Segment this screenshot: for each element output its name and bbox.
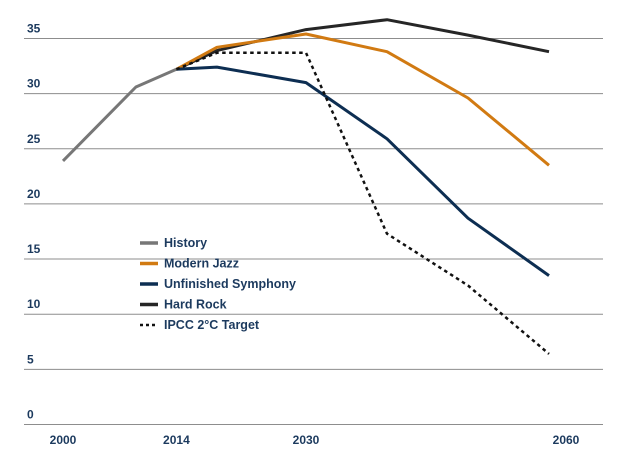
series-line-ipcc-2-c-target — [175, 51, 550, 355]
legend-label: Unfinished Symphony — [164, 277, 296, 291]
x-tick-label: 2060 — [553, 433, 580, 447]
x-tick-label: 2000 — [50, 433, 77, 447]
x-tick-label: 2014 — [163, 433, 190, 447]
y-tick-label: 5 — [27, 352, 34, 366]
series-line-modern-jazz — [175, 32, 550, 167]
x-axis-ticks: 2000 2014 2030 2060 — [50, 433, 580, 447]
y-axis-ticks: 0 5 10 15 20 25 30 35 — [27, 21, 41, 421]
y-tick-label: 25 — [27, 132, 41, 146]
gridlines — [24, 37, 603, 425]
legend: History Modern Jazz Unfinished Symphony Har… — [140, 236, 296, 332]
y-tick-label: 35 — [27, 21, 41, 35]
y-tick-label: 15 — [27, 242, 41, 256]
y-tick-label: 10 — [27, 297, 41, 311]
legend-label: Hard Rock — [164, 298, 227, 312]
y-tick-label: 0 — [27, 408, 34, 422]
series-lines — [61, 18, 550, 355]
y-tick-label: 30 — [27, 77, 41, 91]
legend-label: IPCC 2°C Target — [164, 318, 260, 332]
series-line-history — [61, 67, 178, 162]
series-line-hard-rock — [175, 18, 550, 71]
x-tick-label: 2030 — [293, 433, 320, 447]
series-line-unfinished-symphony — [176, 65, 550, 277]
legend-label: Modern Jazz — [164, 257, 239, 271]
y-tick-label: 20 — [27, 187, 41, 201]
legend-label: History — [164, 236, 207, 250]
